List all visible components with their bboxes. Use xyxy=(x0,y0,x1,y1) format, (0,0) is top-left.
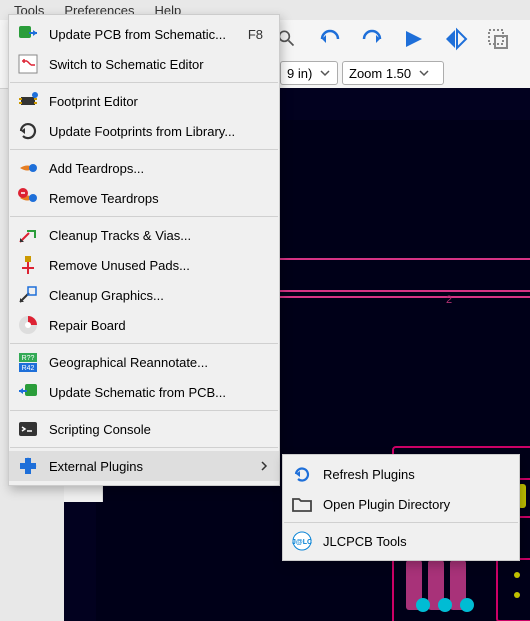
cleanup-tracks-icon xyxy=(17,224,39,246)
menu-item-update-pcb-from-schematic[interactable]: Update PCB from Schematic...F8 xyxy=(9,19,279,49)
plugin-icon xyxy=(17,455,39,477)
menu-item-label: Cleanup Graphics... xyxy=(49,288,279,303)
mirror-icon[interactable] xyxy=(444,27,468,51)
units-value: 9 in) xyxy=(287,66,312,81)
submenu-item-jlcpcb-tools[interactable]: J@LC JLCPCB Tools xyxy=(283,526,519,556)
submenu-item-label: Refresh Plugins xyxy=(323,467,415,482)
remove-pads-icon xyxy=(17,254,39,276)
ruler-mark: 2 xyxy=(446,294,452,306)
menu-item-switch-to-schematic-editor[interactable]: Switch to Schematic Editor xyxy=(9,49,279,79)
undo-icon[interactable] xyxy=(318,27,342,51)
menu-item-label: Add Teardrops... xyxy=(49,161,279,176)
cleanup-graphics-icon xyxy=(17,284,39,306)
units-dropdown[interactable]: 9 in) xyxy=(280,61,338,85)
play-icon[interactable] xyxy=(402,27,426,51)
menu-item-hotkey: F8 xyxy=(248,27,263,42)
chevron-down-icon xyxy=(419,68,429,78)
redo-icon[interactable] xyxy=(360,27,384,51)
submenu-item-open-plugin-directory[interactable]: Open Plugin Directory xyxy=(283,489,519,519)
menu-item-label: Repair Board xyxy=(49,318,279,333)
menu-item-label: Update PCB from Schematic... xyxy=(49,27,248,42)
folder-icon xyxy=(291,493,313,515)
menu-item-label: Scripting Console xyxy=(49,422,279,437)
tools-menu: Update PCB from Schematic...F8 Switch to … xyxy=(8,14,280,486)
svg-text:J@LC: J@LC xyxy=(292,539,312,546)
menu-item-label: Update Schematic from PCB... xyxy=(49,385,279,400)
zoom-dropdown[interactable]: Zoom 1.50 xyxy=(342,61,444,85)
menu-item-update-footprints-from-library[interactable]: Update Footprints from Library... xyxy=(9,116,279,146)
zoom-value: Zoom 1.50 xyxy=(349,66,411,81)
menu-item-label: External Plugins xyxy=(49,459,279,474)
teardrop-remove-icon xyxy=(17,187,39,209)
menu-item-add-teardrops[interactable]: Add Teardrops... xyxy=(9,153,279,183)
align-icon[interactable] xyxy=(486,27,510,51)
reannotate-icon: R?? R42 xyxy=(17,351,39,373)
teardrop-add-icon xyxy=(17,157,39,179)
submenu-item-refresh-plugins[interactable]: Refresh Plugins xyxy=(283,459,519,489)
menu-item-label: Geographical Reannotate... xyxy=(49,355,279,370)
menu-item-cleanup-tracks-vias[interactable]: Cleanup Tracks & Vias... xyxy=(9,220,279,250)
menu-item-label: Remove Teardrops xyxy=(49,191,279,206)
menu-item-label: Remove Unused Pads... xyxy=(49,258,279,273)
menu-item-scripting-console[interactable]: Scripting Console xyxy=(9,414,279,444)
menu-item-label: Switch to Schematic Editor xyxy=(49,57,279,72)
menu-item-remove-teardrops[interactable]: Remove Teardrops xyxy=(9,183,279,213)
menu-item-footprint-editor[interactable]: Footprint Editor xyxy=(9,86,279,116)
external-plugins-submenu: Refresh Plugins Open Plugin Directory J@LC… xyxy=(282,454,520,561)
menu-item-label: Update Footprints from Library... xyxy=(49,124,279,139)
update-pcb-icon xyxy=(17,23,39,45)
svg-text:R42: R42 xyxy=(22,365,35,372)
menu-item-update-schematic-from-pcb[interactable]: Update Schematic from PCB... xyxy=(9,377,279,407)
menu-item-external-plugins[interactable]: External Plugins xyxy=(9,451,279,481)
menu-item-repair-board[interactable]: Repair Board xyxy=(9,310,279,340)
chevron-down-icon xyxy=(320,68,330,78)
footprint-icon xyxy=(17,90,39,112)
menu-item-cleanup-graphics[interactable]: Cleanup Graphics... xyxy=(9,280,279,310)
jlc-icon: J@LC xyxy=(291,530,313,552)
refresh-icon xyxy=(17,120,39,142)
chevron-right-icon xyxy=(259,459,269,474)
menu-item-label: Cleanup Tracks & Vias... xyxy=(49,228,279,243)
repair-icon xyxy=(17,314,39,336)
refresh-plugins-icon xyxy=(291,463,313,485)
app-root: Tools Preferences Help 9 in) Zoom 1.50 xyxy=(0,0,530,621)
schematic-icon xyxy=(17,53,39,75)
update-sch-icon xyxy=(17,381,39,403)
submenu-item-label: JLCPCB Tools xyxy=(323,534,407,549)
svg-text:R??: R?? xyxy=(22,355,35,362)
console-icon xyxy=(17,418,39,440)
submenu-item-label: Open Plugin Directory xyxy=(323,497,450,512)
menu-item-remove-unused-pads[interactable]: Remove Unused Pads... xyxy=(9,250,279,280)
menu-item-label: Footprint Editor xyxy=(49,94,279,109)
menu-item-geographical-reannotate[interactable]: R?? R42 Geographical Reannotate... xyxy=(9,347,279,377)
